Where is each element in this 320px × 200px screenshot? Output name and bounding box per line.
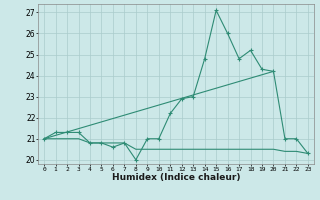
X-axis label: Humidex (Indice chaleur): Humidex (Indice chaleur): [112, 173, 240, 182]
